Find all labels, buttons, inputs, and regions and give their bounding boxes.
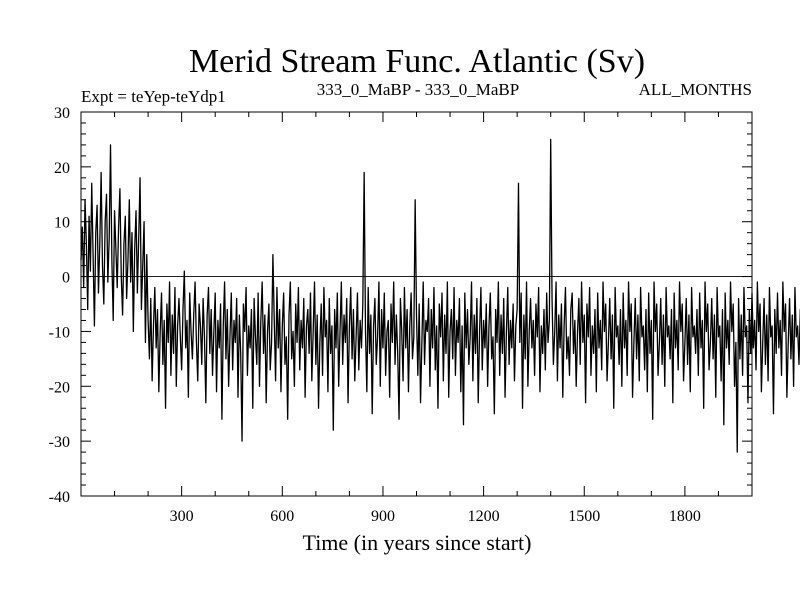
x-tick-label: 900	[371, 508, 395, 525]
x-tick-label: 600	[270, 508, 294, 525]
x-tick-label: 300	[170, 508, 194, 525]
y-tick-label: -30	[49, 434, 70, 451]
months-label: ALL_MONTHS	[639, 80, 752, 99]
y-tick-label: 10	[54, 215, 70, 232]
x-axis-label: Time (in years since start)	[303, 530, 532, 555]
x-tick-label: 1500	[568, 508, 600, 525]
y-tick-label: -40	[49, 489, 70, 506]
x-tick-label: 1200	[468, 508, 500, 525]
y-tick-label: 0	[62, 270, 70, 287]
experiment-label: Expt = teYep-teYdp1	[81, 87, 226, 106]
series-line-0	[80, 138, 800, 453]
chart-title: Merid Stream Func. Atlantic (Sv)	[189, 43, 645, 80]
period-label: 333_0_MaBP - 333_0_MaBP	[317, 80, 519, 99]
x-tick-label: 1800	[669, 508, 701, 525]
y-tick-label: -20	[49, 379, 70, 396]
x-axis: 300 600 900 1200 1500 1800	[114, 112, 719, 525]
y-tick-label: -10	[49, 324, 70, 341]
y-axis: -40 -30 -20 -10 0 10 20 30	[49, 105, 752, 506]
y-tick-label: 30	[54, 105, 70, 122]
plot-area	[80, 138, 800, 453]
y-tick-label: 20	[54, 160, 70, 177]
